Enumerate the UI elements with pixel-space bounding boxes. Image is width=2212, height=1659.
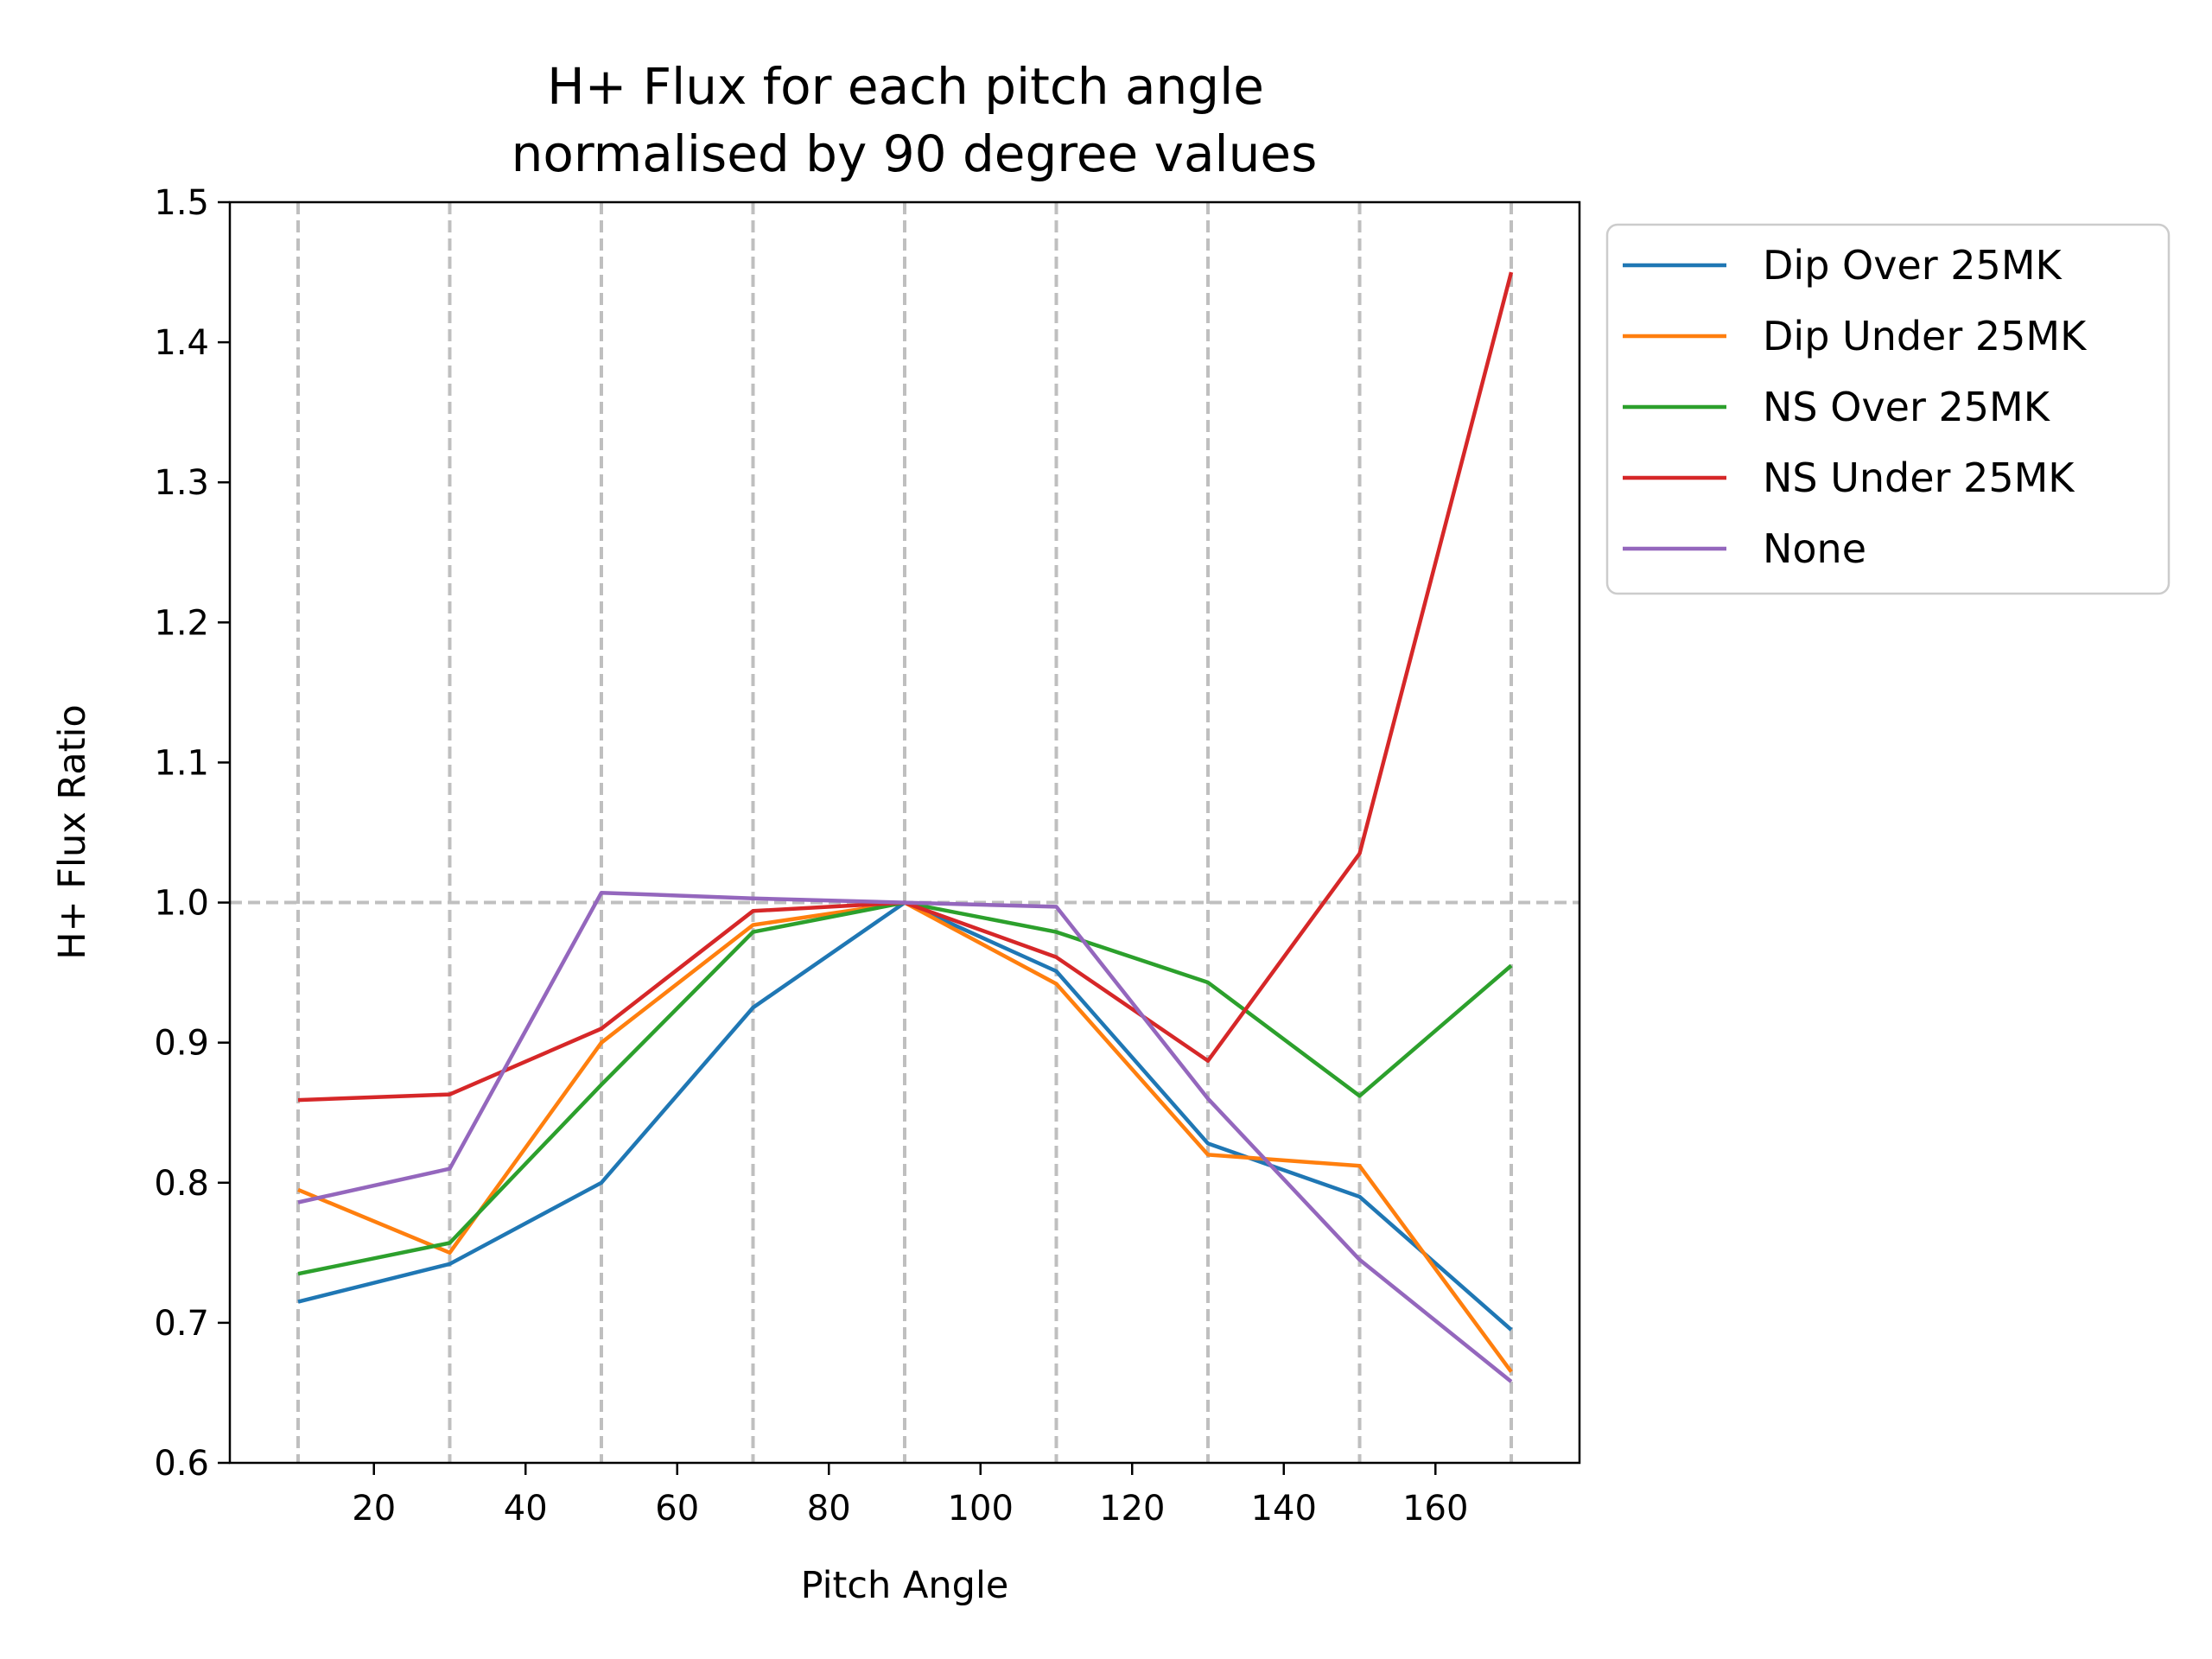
legend-frame [1605, 223, 2171, 595]
legend-label: Dip Under 25MK [1763, 313, 2088, 359]
x-tick-label: 100 [948, 1489, 1014, 1529]
y-tick-label: 1.2 [154, 603, 209, 643]
series-line-none [297, 890, 1513, 1383]
x-tick-label: 160 [1402, 1489, 1468, 1529]
x-tick-label: 80 [807, 1489, 851, 1529]
y-tick-label: 0.7 [154, 1304, 209, 1344]
legend-label: None [1763, 525, 1866, 572]
y-tick-label: 0.6 [154, 1444, 209, 1484]
chart-title-line-1: H+ Flux for each pitch angle [547, 57, 1264, 116]
legend-label: NS Over 25MK [1763, 384, 2051, 430]
chart-title-line-2: normalised by 90 degree values [512, 124, 1318, 183]
legend-label: Dip Over 25MK [1763, 242, 2063, 289]
y-tick-label: 0.9 [154, 1024, 209, 1064]
axes-frame [228, 200, 1581, 1465]
x-tick-label: 20 [352, 1489, 396, 1529]
x-axis-ticks: 20 40 60 80 100 120 140 160 [352, 1463, 1468, 1529]
y-tick-label: 1.4 [154, 323, 209, 363]
series-lines [297, 271, 1514, 1383]
y-tick-label: 0.8 [154, 1164, 209, 1204]
x-tick-label: 120 [1099, 1489, 1165, 1529]
y-axis-ticks: 0.6 0.7 0.8 0.9 1.0 1.1 1.2 1.3 1.4 1.5 [154, 183, 230, 1484]
x-tick-label: 40 [504, 1489, 548, 1529]
x-tick-label: 140 [1251, 1489, 1317, 1529]
legend: Dip Over 25MK Dip Under 25MK NS Over 25MK N… [1605, 223, 2171, 595]
plot-area: 20 40 60 80 100 120 140 160 0.6 0.7 0.8 0.9 1.0 1.1 1… [154, 183, 1581, 1529]
legend-label: NS Under 25MK [1763, 454, 2075, 501]
x-tick-label: 60 [655, 1489, 699, 1529]
y-tick-label: 1.1 [154, 743, 209, 783]
x-axis-label: Pitch Angle [801, 1564, 1009, 1607]
y-tick-label: 1.5 [154, 183, 209, 223]
y-tick-label: 1.3 [154, 463, 209, 503]
y-tick-label: 1.0 [154, 884, 209, 924]
y-axis-label: H+ Flux Ratio [51, 704, 94, 959]
